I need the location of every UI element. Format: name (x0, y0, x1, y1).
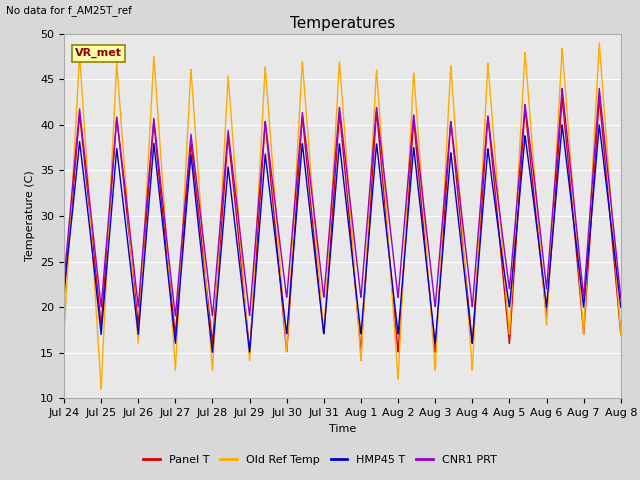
Old Ref Temp (274, 230, 282, 236)
Old Ref Temp (617, 332, 625, 337)
HMP45 T (595, 122, 603, 128)
Line: HMP45 T: HMP45 T (64, 125, 621, 352)
HMP45 T (617, 304, 625, 310)
CNR1 PRT (124, 207, 131, 213)
Old Ref Temp (124, 207, 132, 213)
Panel T (298, 122, 305, 128)
Line: CNR1 PRT: CNR1 PRT (64, 88, 621, 316)
Text: No data for f_AM25T_ref: No data for f_AM25T_ref (6, 5, 132, 16)
Old Ref Temp (546, 262, 554, 267)
Line: Old Ref Temp: Old Ref Temp (64, 43, 621, 389)
HMP45 T (60, 286, 68, 292)
CNR1 PRT (60, 277, 68, 283)
X-axis label: Time: Time (329, 424, 356, 433)
Old Ref Temp (157, 152, 164, 157)
CNR1 PRT (298, 115, 306, 120)
CNR1 PRT (546, 241, 554, 247)
Legend: Panel T, Old Ref Temp, HMP45 T, CNR1 PRT: Panel T, Old Ref Temp, HMP45 T, CNR1 PRT (139, 451, 501, 469)
Panel T (606, 215, 614, 221)
HMP45 T (546, 264, 554, 269)
CNR1 PRT (606, 192, 614, 198)
Panel T (617, 332, 625, 337)
Panel T (60, 295, 68, 301)
CNR1 PRT (157, 179, 164, 185)
Line: Panel T: Panel T (64, 97, 621, 352)
CNR1 PRT (172, 313, 179, 319)
Text: VR_met: VR_met (75, 48, 122, 59)
Old Ref Temp (97, 386, 105, 392)
Old Ref Temp (60, 332, 68, 337)
Y-axis label: Temperature (C): Temperature (C) (24, 170, 35, 262)
Title: Temperatures: Temperatures (290, 16, 395, 31)
HMP45 T (298, 146, 306, 152)
Panel T (124, 216, 131, 222)
CNR1 PRT (595, 85, 603, 91)
Old Ref Temp (298, 67, 306, 72)
Panel T (595, 95, 603, 100)
HMP45 T (124, 238, 131, 243)
HMP45 T (274, 256, 282, 262)
Panel T (157, 189, 164, 194)
CNR1 PRT (617, 295, 625, 301)
Panel T (546, 265, 554, 271)
Old Ref Temp (606, 188, 614, 194)
HMP45 T (209, 349, 216, 355)
Panel T (274, 250, 282, 255)
HMP45 T (157, 202, 164, 207)
HMP45 T (606, 215, 614, 220)
Old Ref Temp (595, 40, 603, 46)
CNR1 PRT (274, 222, 282, 228)
Panel T (431, 349, 439, 355)
